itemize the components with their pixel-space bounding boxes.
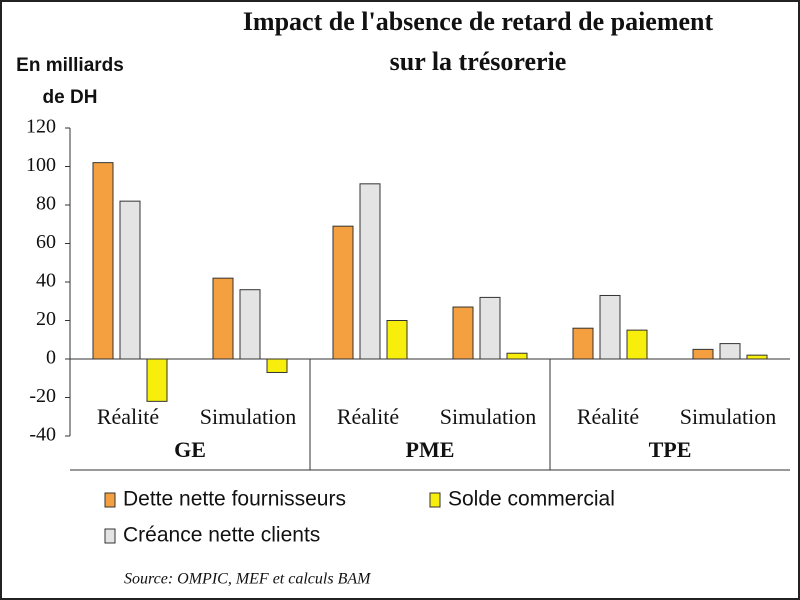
group-label: GE — [174, 437, 206, 462]
bar — [599, 294, 621, 360]
legend-swatch — [429, 492, 441, 508]
y-tick-label: -40 — [29, 424, 56, 446]
bar — [239, 289, 261, 360]
y-tick-label: 100 — [26, 154, 56, 176]
bar — [479, 296, 501, 360]
x-tick-label: Réalité — [97, 404, 159, 429]
bar — [266, 358, 288, 373]
bar — [332, 225, 354, 360]
legend-swatch — [104, 528, 116, 544]
y-axis-label: de DH — [43, 87, 98, 108]
group-label: TPE — [649, 437, 692, 462]
y-tick-label: 0 — [46, 347, 56, 369]
y-tick-label: 40 — [36, 270, 56, 292]
chart-title: Impact de l'absence de retard de paiemen… — [243, 7, 714, 36]
bar — [119, 200, 141, 360]
legend-label: Solde commercial — [448, 488, 615, 511]
bar — [572, 327, 594, 360]
x-tick-label: Simulation — [680, 404, 777, 429]
bar — [626, 329, 648, 360]
x-tick-label: Simulation — [200, 404, 297, 429]
bar — [359, 183, 381, 360]
legend-label: Créance nette clients — [123, 524, 320, 547]
legend-swatch — [104, 492, 116, 508]
legend-label: Dette nette fournisseurs — [123, 488, 346, 511]
group-label: PME — [406, 437, 455, 462]
bar — [692, 348, 714, 360]
source-note: Source: OMPIC, MEF et calculs BAM — [124, 571, 372, 588]
bar — [146, 358, 168, 402]
y-tick-label: -20 — [29, 385, 56, 407]
x-tick-label: Réalité — [337, 404, 399, 429]
x-tick-label: Réalité — [577, 404, 639, 429]
bar — [92, 162, 114, 360]
y-tick-label: 20 — [36, 308, 56, 330]
bar — [719, 343, 741, 360]
y-tick-label: 120 — [26, 116, 56, 138]
y-axis-label: En milliards — [16, 55, 124, 76]
bar — [212, 277, 234, 360]
bar — [452, 306, 474, 360]
chart-title: sur la trésorerie — [390, 47, 567, 76]
x-tick-label: Simulation — [440, 404, 537, 429]
bar — [506, 352, 528, 360]
y-tick-label: 80 — [36, 193, 56, 215]
bar — [386, 320, 408, 360]
bar — [746, 354, 768, 360]
y-tick-label: 60 — [36, 231, 56, 253]
